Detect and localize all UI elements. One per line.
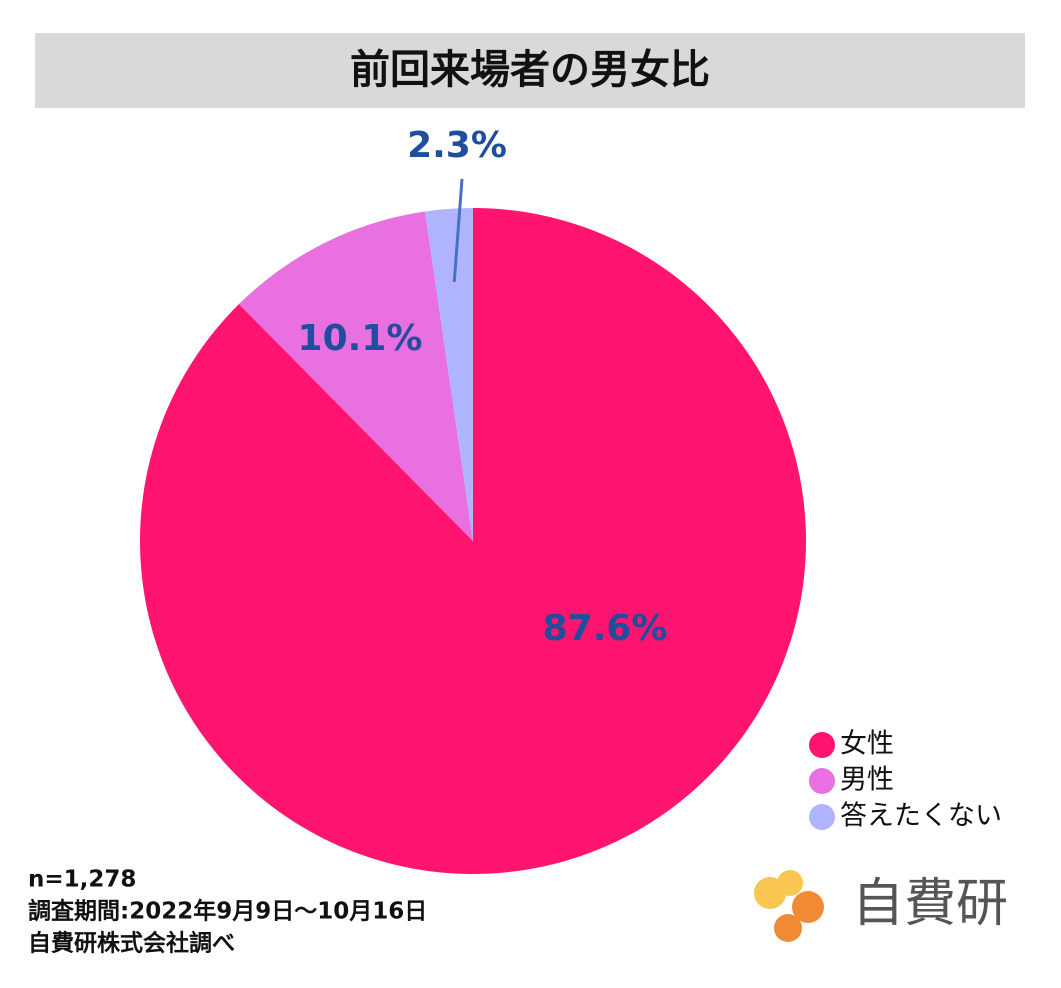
note: 調査期間:2022年9月9日〜10月16日 [28,898,427,925]
legend-label: 答えたくない [840,801,1002,832]
legend-label: 男性 [840,765,894,796]
logo-icon [754,870,824,942]
note: 自費研株式会社調べ [28,930,235,957]
leader-line [452,178,464,283]
data-label: 2.3% [407,125,507,166]
legend-marker [809,804,835,830]
legend-marker [809,732,835,758]
data-label: 10.1% [298,318,423,359]
legend-label: 女性 [840,729,894,760]
logo-text: 自費研 [852,874,1008,934]
title-box [35,33,1025,108]
note: n=1,278 [28,867,136,893]
pie-slice [239,211,473,542]
pie-slice [425,208,473,541]
pie-slice [139,208,806,874]
legend-marker [809,768,835,794]
data-label: 87.6% [543,608,668,649]
chart-title: 前回来場者の男女比 [350,47,710,93]
